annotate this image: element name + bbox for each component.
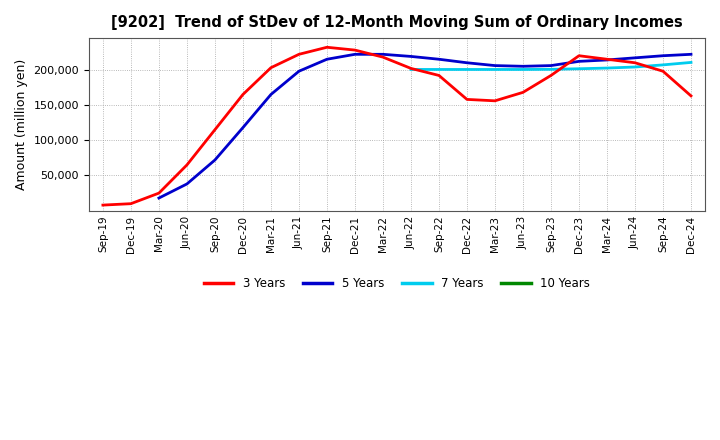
Title: [9202]  Trend of StDev of 12-Month Moving Sum of Ordinary Incomes: [9202] Trend of StDev of 12-Month Moving… <box>111 15 683 30</box>
Y-axis label: Amount (million yen): Amount (million yen) <box>15 59 28 190</box>
Legend: 3 Years, 5 Years, 7 Years, 10 Years: 3 Years, 5 Years, 7 Years, 10 Years <box>199 272 595 295</box>
